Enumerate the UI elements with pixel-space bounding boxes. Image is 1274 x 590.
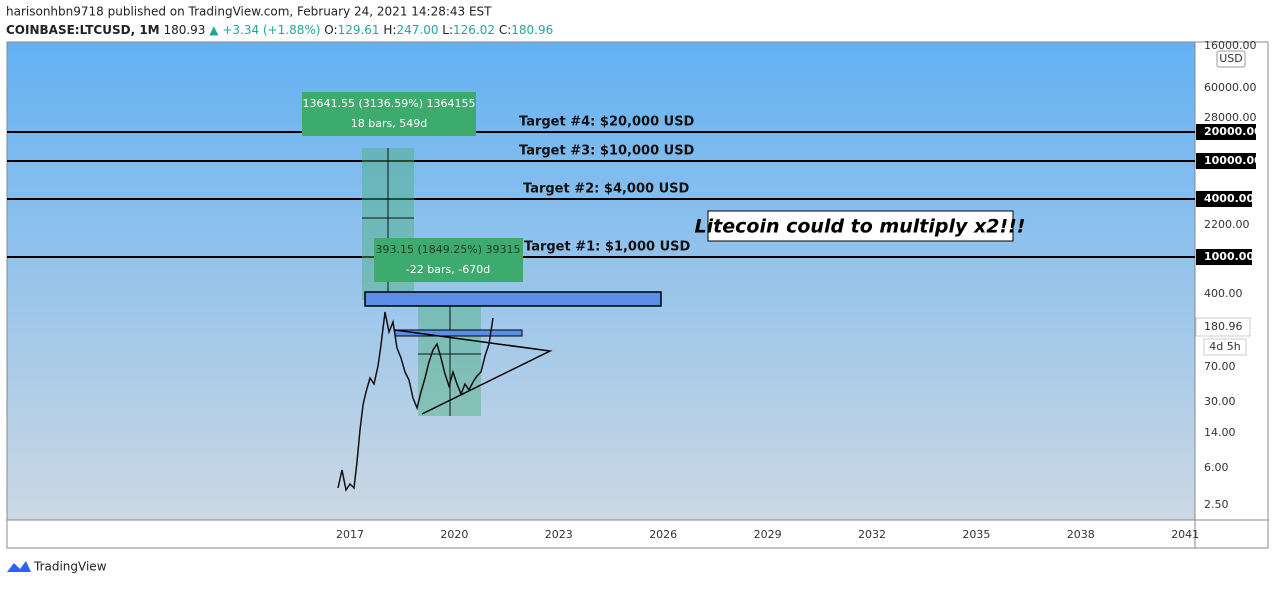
ohlc-key: O: — [324, 23, 337, 37]
time-label: 2038 — [1067, 528, 1095, 541]
change: ▲ +3.34 (+1.88%) — [209, 23, 320, 37]
ohlc-val: 247.00 — [396, 23, 438, 37]
target-label: Target #2: $4,000 USD — [523, 182, 690, 197]
price-label: 70.00 — [1204, 360, 1236, 373]
measure-box — [302, 92, 476, 136]
annotation-box — [707, 210, 1014, 242]
time-label: 2026 — [649, 528, 677, 541]
currency: USD — [1219, 52, 1243, 65]
triangle — [394, 329, 553, 415]
price-box — [1196, 153, 1256, 169]
price-label: 16000.00 — [1204, 39, 1257, 52]
ohlc-val: 129.61 — [338, 23, 380, 37]
annotation: Litecoin could to multiply x2!!! — [695, 216, 1026, 238]
price-box-label: 1000.00 — [1204, 250, 1254, 263]
price-label: 6.00 — [1204, 461, 1229, 474]
last-price-box — [1195, 317, 1251, 337]
footer: TradingView — [7, 560, 107, 574]
ohlc-key: L: — [442, 23, 453, 37]
measure-text: 18 bars, 549d — [351, 117, 427, 130]
ohlc-key: H: — [383, 23, 396, 37]
time-label: 2020 — [440, 528, 468, 541]
price-box-label: 10000.00 — [1204, 154, 1262, 167]
price-box — [1196, 249, 1252, 265]
ohlc-val: 180.96 — [511, 23, 553, 37]
time-label: 2035 — [962, 528, 990, 541]
plot-area — [7, 42, 1195, 520]
brand: TradingView — [33, 560, 107, 574]
target-label: Target #1: $1,000 USD — [524, 240, 691, 255]
time-label: 2032 — [858, 528, 886, 541]
target-label: Target #4: $20,000 USD — [519, 115, 695, 130]
price-box — [1196, 124, 1256, 140]
target-lines: Target #4: $20,000 USD Target #3: $10,00… — [7, 115, 1195, 258]
countdown-box — [1203, 338, 1247, 356]
author-line: harisonhbn9718 published on TradingView.… — [6, 5, 492, 19]
target-label: Target #3: $10,000 USD — [519, 144, 695, 159]
logo — [7, 561, 31, 572]
last: 180.93 — [163, 23, 205, 37]
ohlc-key: C: — [499, 23, 511, 37]
symbol-line: COINBASE:LTCUSD, 1M 180.93 ▲ +3.34 (+1.8… — [6, 23, 553, 37]
currency-badge — [1216, 50, 1246, 68]
time-label: 2029 — [754, 528, 782, 541]
measure-text: 13641.55 (3136.59%) 1364155 — [303, 97, 476, 110]
ohlc-val: 126.02 — [453, 23, 495, 37]
measure-text: -22 bars, -670d — [406, 263, 490, 276]
frame — [6, 41, 1269, 549]
price-label: 28000.00 — [1204, 111, 1257, 124]
symbol: COINBASE:LTCUSD, 1M — [6, 23, 160, 37]
price-label: 2.50 — [1204, 498, 1229, 511]
measure-text: 393.15 (1849.25%) 39315 — [376, 243, 521, 256]
price-box-label: 4000.00 — [1204, 192, 1254, 205]
last-price: 180.96 — [1204, 320, 1243, 333]
time-label: 2017 — [336, 528, 364, 541]
countdown: 4d 5h — [1209, 340, 1240, 353]
price-label: 60000.00 — [1204, 81, 1257, 94]
measure-box — [374, 238, 523, 282]
resistance-zone — [364, 291, 662, 307]
time-label: 2023 — [545, 528, 573, 541]
price-line — [337, 311, 494, 492]
time-label: 2041 — [1171, 528, 1199, 541]
price-box-label: 20000.00 — [1204, 125, 1262, 138]
time-axis: 2017 2020 2023 2026 2029 2032 2035 2038 2041 — [336, 528, 1199, 541]
price-box — [1196, 191, 1252, 207]
price-label: 2200.00 — [1204, 218, 1250, 231]
price-axis: 16000.00 USD 60000.00 28000.00 2200.00 4… — [1195, 39, 1262, 511]
price-label: 14.00 — [1204, 426, 1236, 439]
price-label: 400.00 — [1204, 287, 1243, 300]
price-label: 30.00 — [1204, 395, 1236, 408]
